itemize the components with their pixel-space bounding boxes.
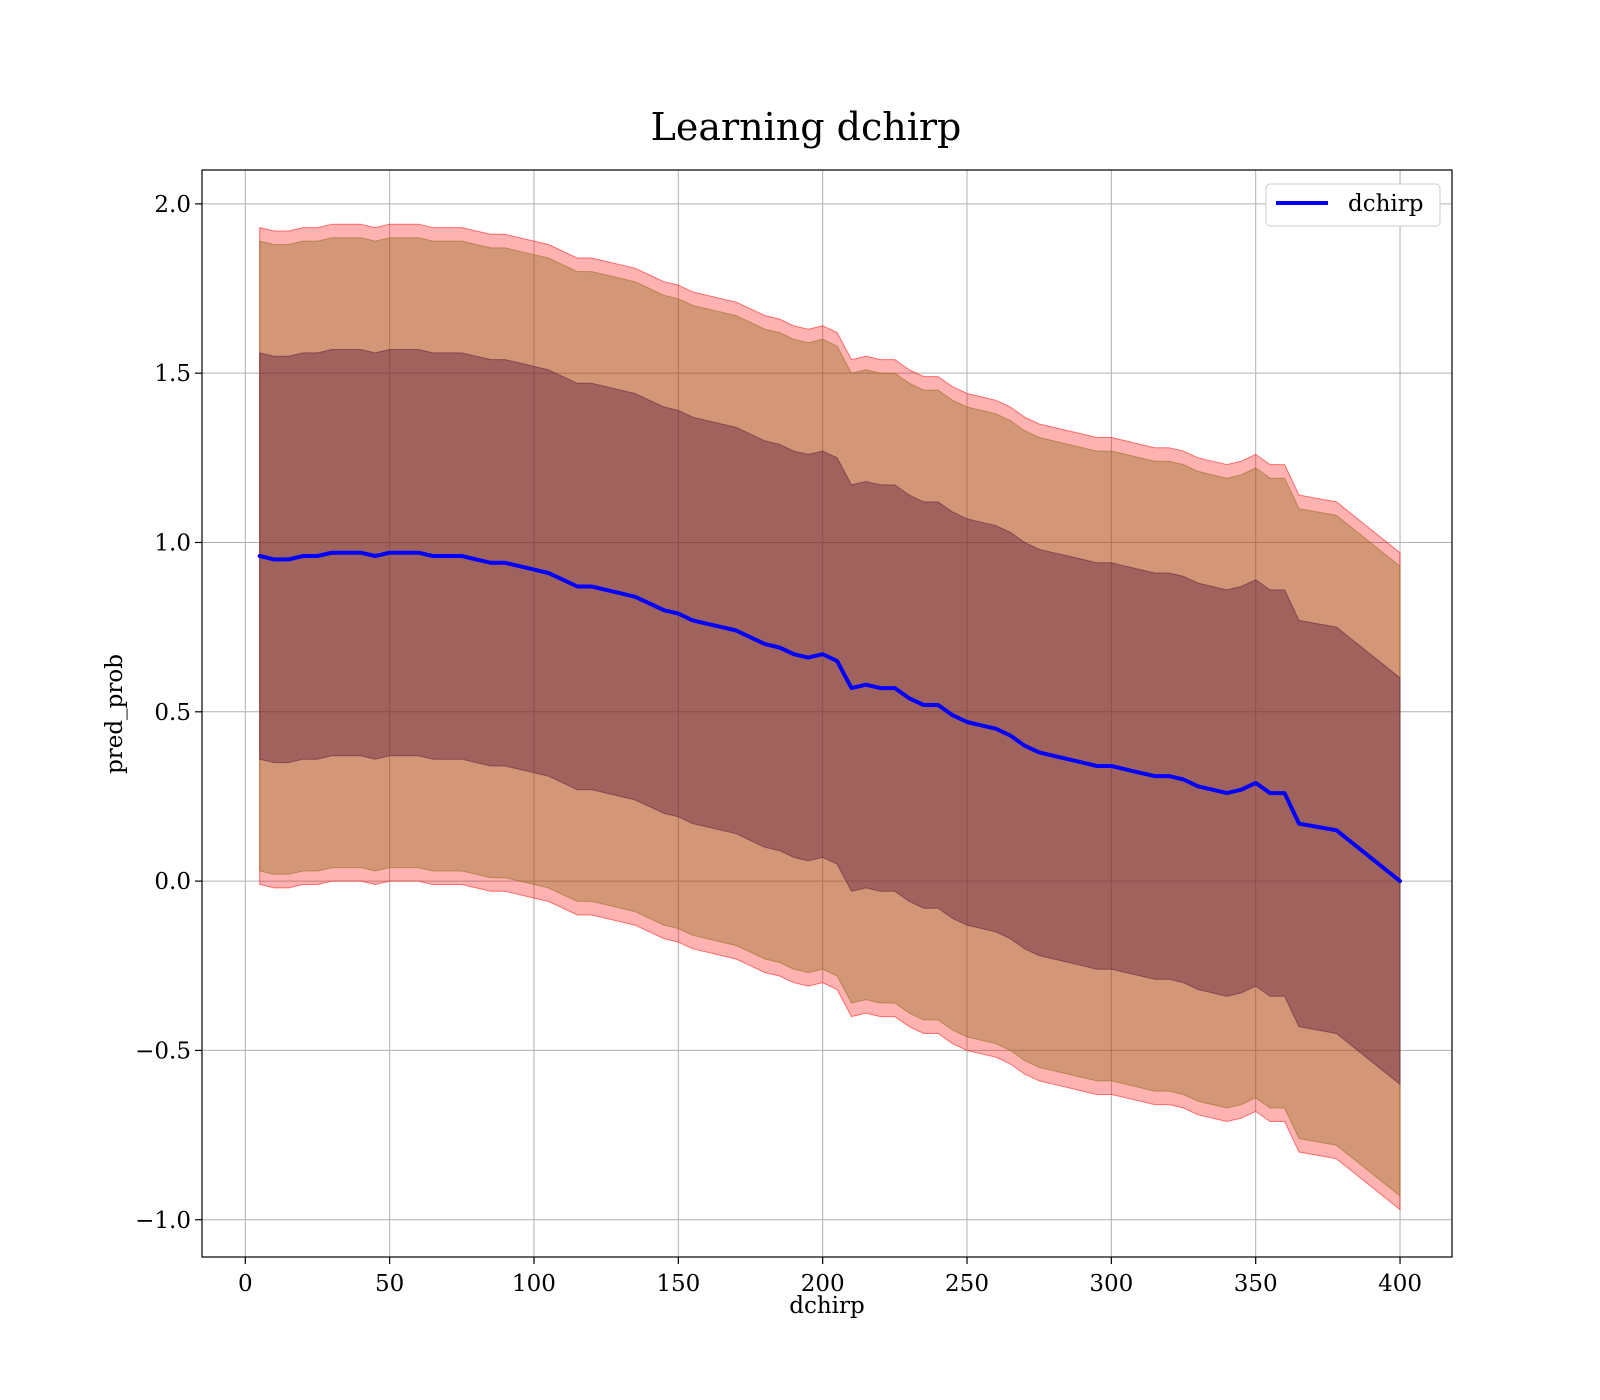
series-lines (257, 550, 1402, 884)
legend-box (1265, 183, 1441, 227)
x-tick-label-5: 250 (945, 1271, 989, 1297)
x-tick-label-6: 300 (1089, 1271, 1133, 1297)
series-line-dchirp (257, 550, 1402, 884)
x-tick-label-0: 0 (238, 1271, 253, 1297)
confidence-bands (259, 223, 1401, 1211)
legend-label-dchirp: dchirp (1348, 191, 1424, 217)
y-tick-label-6: 2.0 (154, 192, 191, 218)
x-tick-label-8: 400 (1378, 1271, 1422, 1297)
y-axis-label: pred_prob (102, 654, 128, 774)
y-axis-ticks: −1.0 −0.5 0.0 0.5 1.0 1.5 2.0 (135, 192, 202, 1234)
chart-title: Learning dchirp (651, 105, 962, 149)
band-outer (259, 223, 1401, 1211)
x-tick-label-2: 100 (512, 1271, 556, 1297)
x-axis-label: dchirp (789, 1293, 865, 1319)
y-tick-label-0: −1.0 (135, 1208, 191, 1234)
plot-background (202, 170, 1452, 1257)
x-axis-ticks: 0 50 100 150 200 250 300 350 400 (238, 1257, 1422, 1297)
x-tick-label-7: 350 (1234, 1271, 1278, 1297)
gridlines (202, 170, 1452, 1257)
band-middle (259, 237, 1401, 1198)
band-inner (259, 349, 1401, 1086)
plot-frame (201, 169, 1453, 1258)
y-tick-label-1: −0.5 (135, 1038, 191, 1064)
x-tick-label-4: 200 (801, 1271, 845, 1297)
x-tick-label-1: 50 (375, 1271, 404, 1297)
y-tick-label-2: 0.0 (154, 869, 191, 895)
legend: dchirp (1265, 183, 1441, 227)
x-tick-label-3: 150 (656, 1271, 700, 1297)
y-tick-label-5: 1.5 (154, 361, 191, 387)
plot-area: 0 50 100 150 200 250 300 350 400 −1.0 −0.5 0.0 0.5 1… (135, 169, 1453, 1297)
y-tick-label-4: 1.0 (154, 530, 191, 556)
y-tick-label-3: 0.5 (154, 700, 191, 726)
